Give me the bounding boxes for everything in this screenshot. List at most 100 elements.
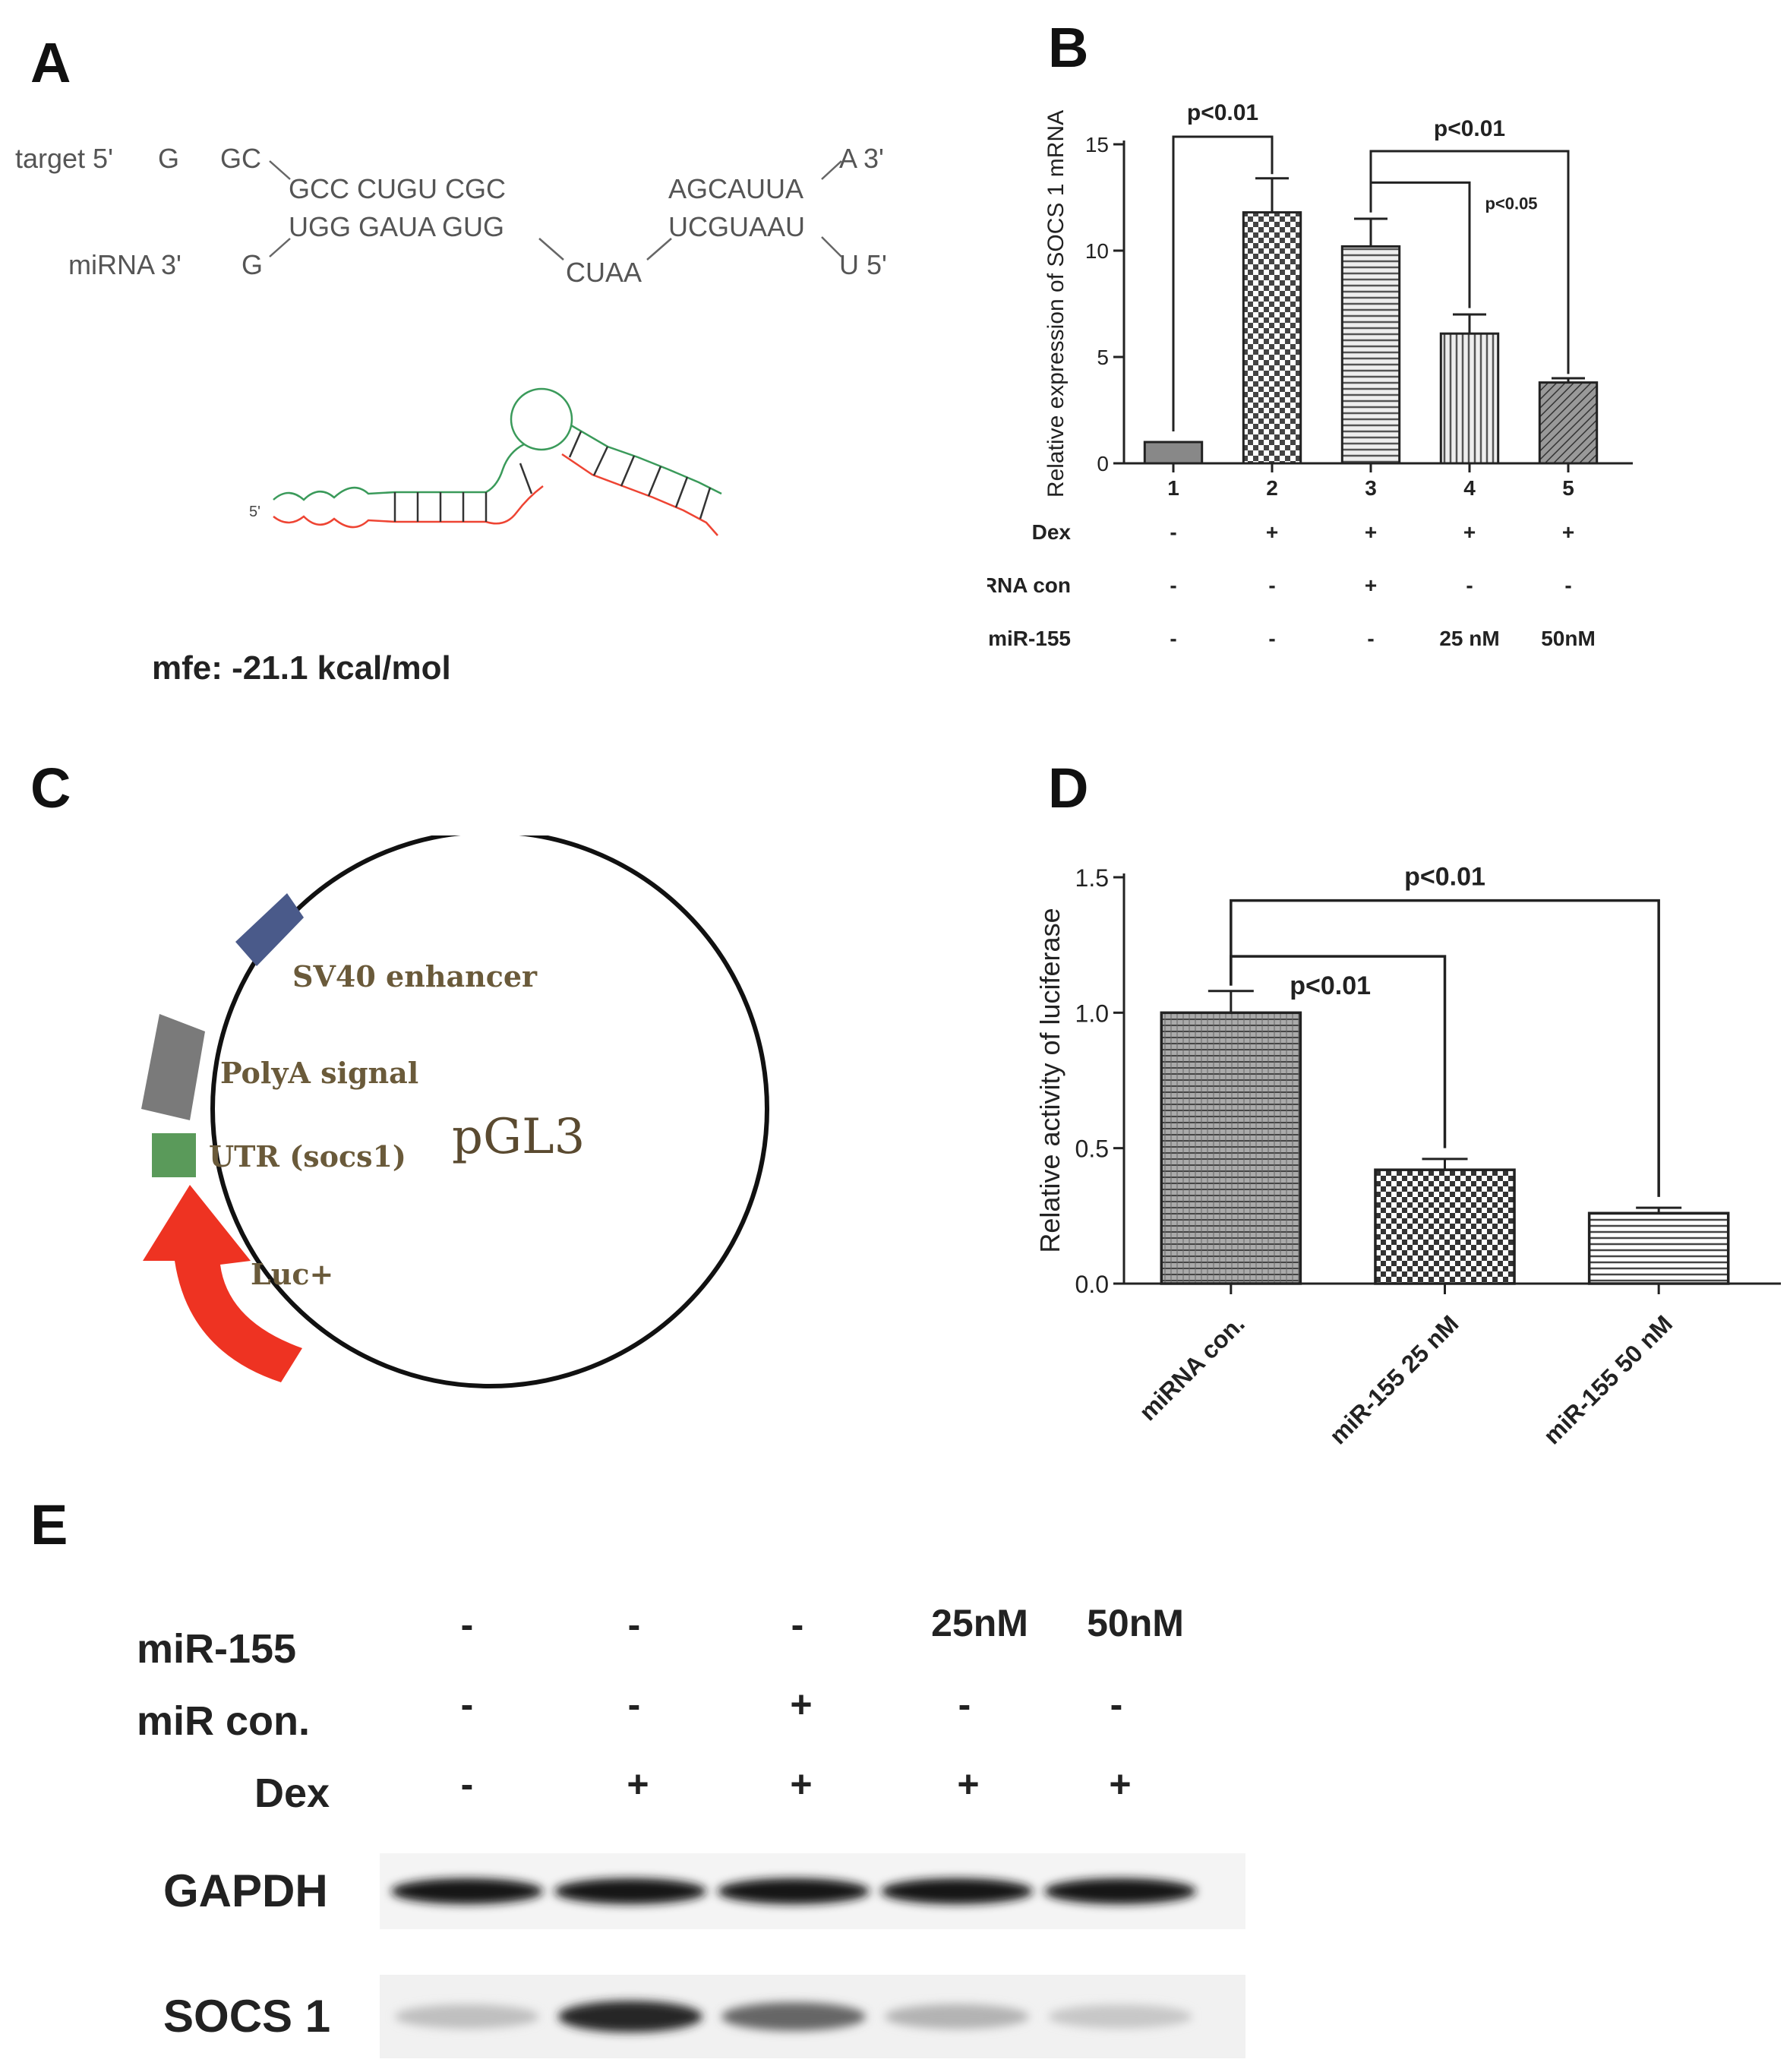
chart-b-condition-value: - [1268,573,1275,597]
chart-d-xtick-label: miR-155 25 nM [1324,1309,1464,1449]
chart-b-bar [1538,381,1599,465]
chart-b-condition-value: + [1365,520,1377,544]
gapdh-band [718,1878,870,1904]
panel-label-b: B [1048,16,1089,79]
chart-b-xtick-label: 4 [1463,476,1476,500]
luc-arrow [143,1185,302,1382]
seq-mirna-g: G [242,249,264,280]
chart-b-condition-label: miRNA con [987,573,1071,597]
chart-d-ytick-label: 1.0 [1075,1000,1109,1027]
utr-socs1-block [152,1133,196,1177]
polya-signal-label: PolyA signal [220,1056,419,1090]
socs1-band [558,2001,702,2033]
seq-mirna-paired: UGG GAUA GUG [289,211,505,242]
wb-dex-lane1: - [460,1763,474,1805]
wb-mir155-lane1: - [460,1603,474,1646]
chart-d-sig-bracket [1230,955,1447,1148]
wb-mir155-lane2: - [627,1603,641,1646]
chart-b-bar [1439,332,1500,465]
chart-b-condition-value: 25 nM [1439,627,1499,650]
wb-mircon-lane4: - [958,1683,971,1726]
chart-b-sig-bracket [1172,135,1274,431]
chart-b-condition-label: miR-155 [988,627,1071,650]
seq-target-paired: GCC CUGU CGC [289,173,506,204]
chart-d-bars: miRNA con. miR-155 25 nM miR-155 50 nM [1134,990,1730,1449]
plasmid-map [141,835,769,1388]
sv40-enhancer-block [235,893,304,966]
chart-d-xtick-label: miRNA con. [1134,1309,1250,1426]
chart-b-condition-value: + [1463,520,1476,544]
seq-target-g: G [158,143,180,174]
panel-label-a: A [30,31,71,94]
chart-b-condition-label: Dex [1032,520,1072,544]
structure-5prime-label: 5' [249,504,260,520]
chart-b-condition-value: - [1170,573,1176,597]
chart-b-sig-label: p<0.05 [1485,194,1537,213]
panel-label-d: D [1048,756,1089,820]
seq-mirna-end: U 5' [839,249,887,280]
chart-d-bar [1374,1168,1516,1285]
chart-b-sig-label: p<0.01 [1434,116,1505,141]
chart-d-ytick-label: 0.0 [1075,1271,1109,1298]
mfe-value: mfe: -21.1 kcal/mol [152,649,451,687]
chart-d: Relative activity of luciferase 0.0 0.5 1.… [1034,863,1781,1449]
socs1-band [885,2004,1029,2029]
chart-b-bar [1340,245,1401,465]
chart-b-condition-value: + [1266,520,1278,544]
chart-b-significance: p<0.01 p<0.01 p<0.05 [1172,100,1570,431]
chart-b-ylabel: Relative expression of SOCS 1 mRNA [1043,110,1069,497]
chart-b-condition-value: + [1562,520,1574,544]
seq-target-paired-2: AGCAUUA [668,173,804,204]
chart-b-condition-value: - [1170,627,1176,650]
plasmid-backbone [210,835,769,1388]
western-blot [380,1853,1245,2058]
chart-d-bar [1160,1011,1302,1285]
utr-socs1-label: UTR (socs1) [209,1139,406,1173]
wb-row-label-mir155: miR-155 [137,1626,297,1672]
chart-b: Relative expression of SOCS 1 mRNA 0 5 10 1… [987,100,1633,650]
chart-b-bar [1242,211,1302,465]
mirna-label: miRNA 3' [68,249,182,280]
luc-label: Luc+ [251,1257,334,1291]
wb-mir155-lane4: 25nM [931,1602,1028,1644]
chart-d-significance: p<0.01 p<0.01 [1230,863,1660,1197]
chart-b-condition-value: + [1365,573,1377,597]
chart-d-ytick-label: 0.5 [1075,1135,1109,1163]
target-label: target 5' [15,143,113,174]
band-label-socs1: SOCS 1 [163,1991,331,2042]
chart-b-sig-label: p<0.01 [1187,100,1258,125]
rna-secondary-structure: 5' [249,387,722,536]
wb-mir155-lane5: 50nM [1087,1602,1184,1644]
chart-b-condition-value: - [1367,627,1374,650]
seq-target-gc: GC [220,143,261,174]
wb-dex-lane3: + [790,1763,813,1805]
band-label-gapdh: GAPDH [163,1865,328,1916]
panel-label-c: C [30,756,71,820]
wb-mircon-lane3: + [790,1683,813,1726]
chart-b-ytick-label: 5 [1097,346,1109,369]
gapdh-band [881,1878,1033,1904]
chart-d-sig-label: p<0.01 [1290,971,1371,1000]
wb-dex-lane4: + [957,1763,980,1805]
gapdh-band [554,1878,706,1904]
socs1-band [1048,2004,1192,2029]
seq-mirna-loop: CUAA [566,257,642,288]
chart-d-bar [1587,1211,1730,1285]
chart-b-sig-bracket [1369,181,1471,308]
chart-b-condition-value: - [1170,520,1176,544]
gapdh-band [391,1878,543,1904]
gapdh-band [1044,1878,1196,1904]
chart-d-ytick-label: 1.5 [1075,864,1109,892]
chart-b-conditions: Dex - + + + + miRNA con - - + - - miR-155 - - - 25 nM 50n… [987,520,1596,650]
socs1-band [395,2004,539,2029]
chart-d-xtick-label: miR-155 50 nM [1538,1309,1678,1449]
chart-b-ytick-label: 15 [1085,133,1109,156]
wb-mircon-lane2: - [627,1683,641,1726]
wb-dex-lane5: + [1109,1763,1132,1805]
wb-mircon-lane1: - [460,1683,474,1726]
chart-b-xtick-label: 1 [1167,476,1179,500]
chart-b-bar [1143,441,1204,465]
chart-b-bars: 1 2 3 4 5 [1143,177,1599,500]
chart-b-condition-value: - [1564,573,1571,597]
pairing-connectors [269,160,842,261]
